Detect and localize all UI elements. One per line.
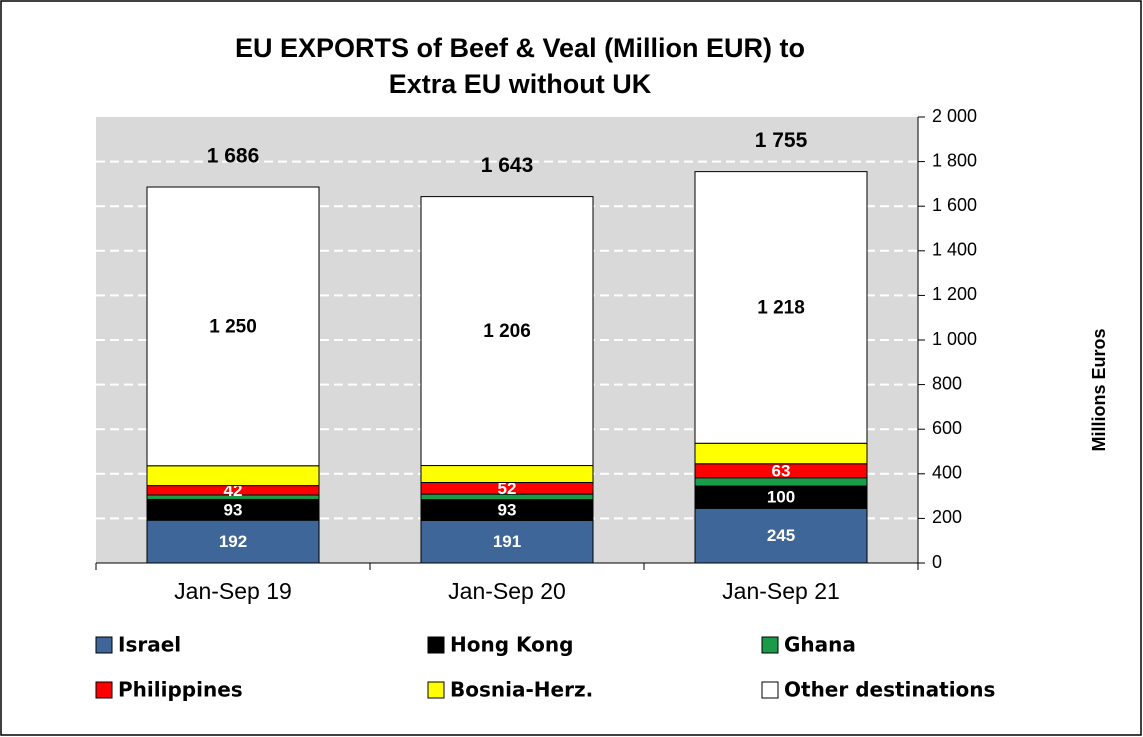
legend-swatch <box>427 636 445 654</box>
legend-swatch <box>95 636 113 654</box>
legend-label: Israel <box>118 633 181 657</box>
legend-label: Other destinations <box>784 678 995 702</box>
legend-label: Ghana <box>784 633 856 657</box>
legend-swatch <box>95 681 113 699</box>
total-label: 1 755 <box>755 129 808 152</box>
legend-swatch <box>427 681 445 699</box>
y-tick-label: 1 200 <box>932 284 977 304</box>
total-label: 1 686 <box>207 145 260 168</box>
data-label: 1 218 <box>757 297 805 318</box>
legend-label: Philippines <box>118 678 243 702</box>
x-tick-label: Jan-Sep 21 <box>722 578 840 604</box>
x-tick-label: Jan-Sep 20 <box>448 578 566 604</box>
y-tick-label: 800 <box>932 373 962 393</box>
data-label: 1 206 <box>483 321 531 342</box>
y-tick-label: 1 600 <box>932 195 977 215</box>
data-label: 1 250 <box>209 316 257 337</box>
bar-segment <box>146 186 320 467</box>
data-label: 93 <box>224 500 243 519</box>
data-label: 192 <box>219 532 247 551</box>
y-tick-label: 2 000 <box>932 106 977 126</box>
y-tick-label: 0 <box>932 552 942 572</box>
legend-label: Hong Kong <box>450 633 573 657</box>
y-axis-label: Millions Euros <box>1089 328 1109 451</box>
legend-swatch <box>761 636 779 654</box>
legend-swatch <box>761 681 779 699</box>
y-tick-label: 200 <box>932 507 962 527</box>
bar-segment <box>146 519 320 564</box>
legend-label: Bosnia-Herz. <box>450 678 593 702</box>
total-label: 1 643 <box>481 154 534 177</box>
data-label: 63 <box>772 461 791 480</box>
y-tick-label: 1 800 <box>932 150 977 170</box>
bar-segment <box>420 196 594 467</box>
bar-segment <box>146 465 320 487</box>
data-label: 52 <box>498 479 517 498</box>
y-tick-label: 600 <box>932 418 962 438</box>
bar-segment <box>694 442 868 465</box>
x-tick-label: Jan-Sep 19 <box>174 578 292 604</box>
data-label: 245 <box>767 526 795 545</box>
data-label: 100 <box>767 488 795 507</box>
data-label: 93 <box>498 501 517 520</box>
y-tick-label: 1 400 <box>932 240 977 260</box>
bar-segment <box>694 507 868 564</box>
bar-segment <box>694 171 868 444</box>
y-tick-label: 400 <box>932 463 962 483</box>
bar-segment <box>420 465 594 483</box>
bar-segment <box>420 519 594 564</box>
chart-title: EU EXPORTS of Beef & Veal (Million EUR) … <box>235 33 805 99</box>
data-label: 191 <box>493 532 521 551</box>
y-tick-label: 1 000 <box>932 329 977 349</box>
